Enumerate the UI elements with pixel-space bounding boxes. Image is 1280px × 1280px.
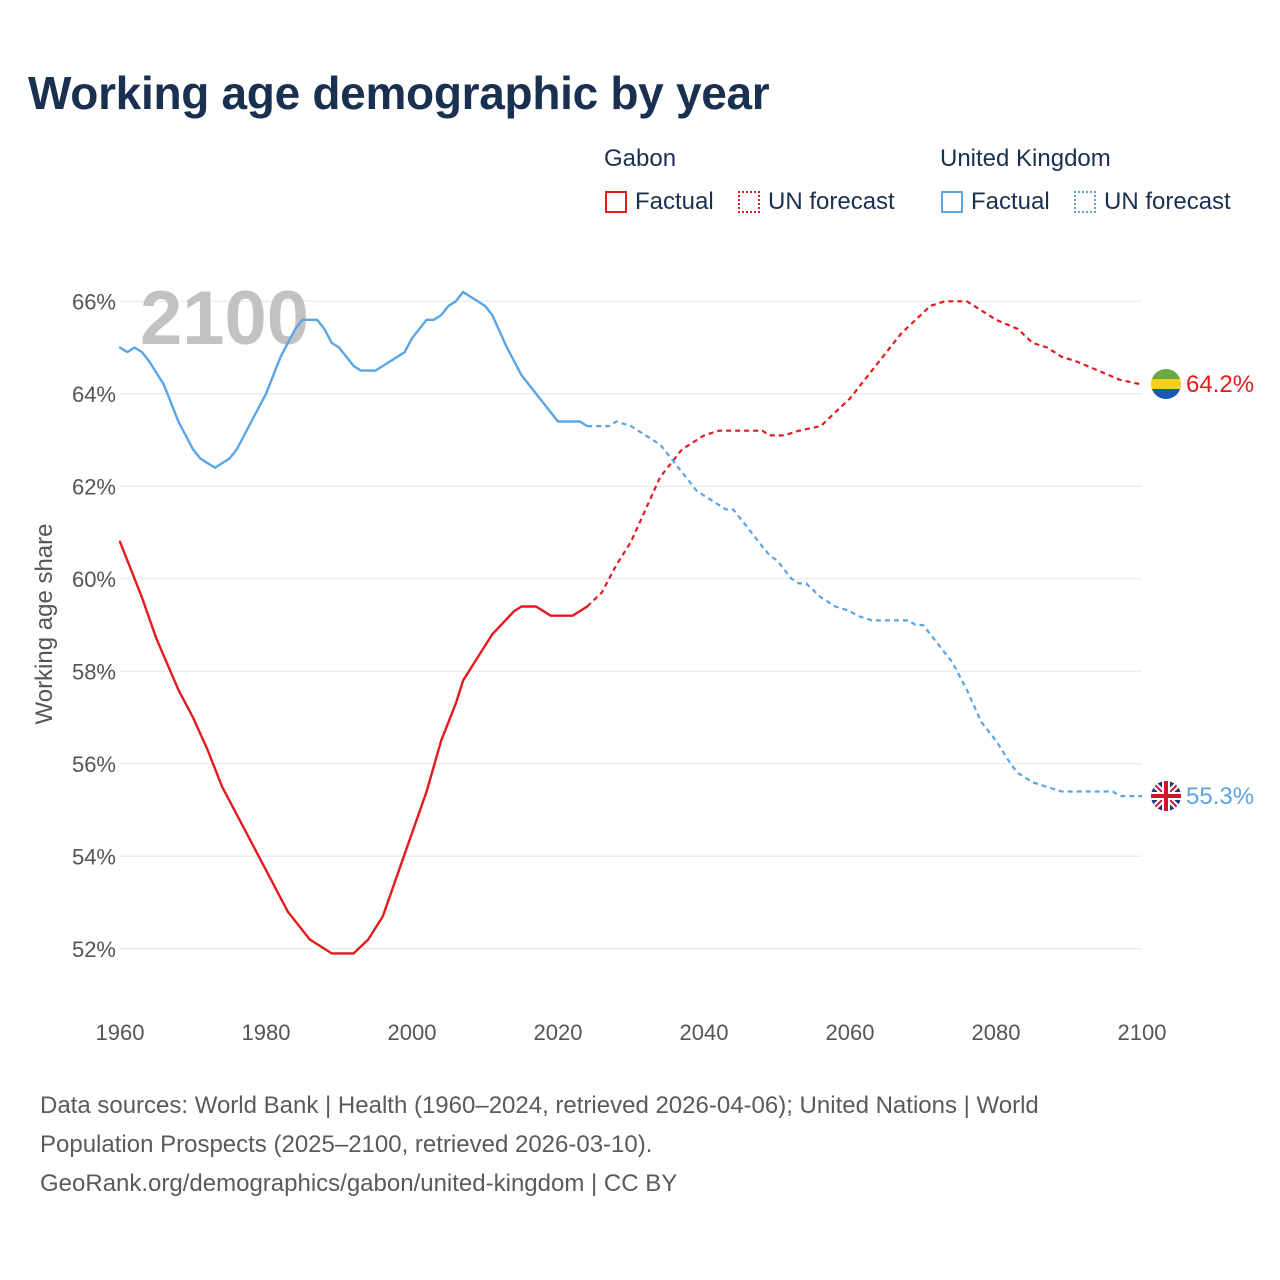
legend-swatch-dotted	[738, 191, 760, 213]
legend-swatch-solid	[605, 191, 627, 213]
legend-label: Factual	[635, 188, 714, 215]
year-watermark: 2100	[140, 276, 309, 361]
y-tick-label: 60%	[72, 567, 116, 592]
x-tick-label: 2100	[1118, 1020, 1167, 1045]
gabon-forecast-line	[586, 300, 1143, 608]
x-tick-label: 2060	[826, 1020, 875, 1045]
y-tick-label: 52%	[72, 937, 116, 962]
united-kingdom-forecast-line	[587, 420, 1142, 798]
x-tick-label: 2080	[972, 1020, 1021, 1045]
legend-label: UN forecast	[1104, 188, 1231, 215]
x-tick-label: 1980	[242, 1020, 291, 1045]
legend-swatch-dotted	[1074, 191, 1096, 213]
footer-line: Data sources: World Bank | Health (1960–…	[40, 1092, 1039, 1119]
x-tick-label: 2000	[388, 1020, 437, 1045]
chart-title: Working age demographic by year	[28, 67, 770, 119]
y-tick-label: 54%	[72, 844, 116, 869]
legend-swatch-solid	[941, 191, 963, 213]
footer-sources: Data sources: World Bank | Health (1960–…	[40, 1086, 1240, 1203]
legend-uk-factual[interactable]: Factual	[941, 188, 1050, 216]
gabon-flag-icon	[1151, 369, 1181, 399]
footer-line: GeoRank.org/demographics/gabon/united-ki…	[40, 1170, 678, 1197]
x-tick-label: 1960	[96, 1020, 145, 1045]
y-tick-label: 66%	[72, 289, 116, 314]
y-tick-label: 64%	[72, 382, 116, 407]
united-kingdom-factual-line	[118, 290, 589, 469]
legend-group-gabon: Gabon	[604, 145, 677, 172]
y-tick-label: 58%	[72, 659, 116, 684]
footer-line: Population Prospects (2025–2100, retriev…	[40, 1131, 653, 1158]
y-axis-label: Working age share	[31, 524, 58, 725]
y-tick-label: 56%	[72, 752, 116, 777]
x-tick-label: 2020	[534, 1020, 583, 1045]
legend-uk-forecast[interactable]: UN forecast	[1074, 188, 1231, 216]
legend-gabon-factual[interactable]: Factual	[605, 188, 714, 216]
x-tick-label: 2040	[680, 1020, 729, 1045]
legend-group-united-kingdom: United Kingdom	[940, 145, 1111, 172]
gabon-factual-line	[118, 540, 589, 955]
legend-label: UN forecast	[768, 188, 895, 215]
uk-flag-icon	[1151, 781, 1181, 811]
uk-end-value: 55.3%	[1186, 783, 1254, 810]
legend-label: Factual	[971, 188, 1050, 215]
gabon-end-value: 64.2%	[1186, 371, 1254, 398]
y-tick-label: 62%	[72, 474, 116, 499]
legend-gabon-forecast[interactable]: UN forecast	[738, 188, 895, 216]
